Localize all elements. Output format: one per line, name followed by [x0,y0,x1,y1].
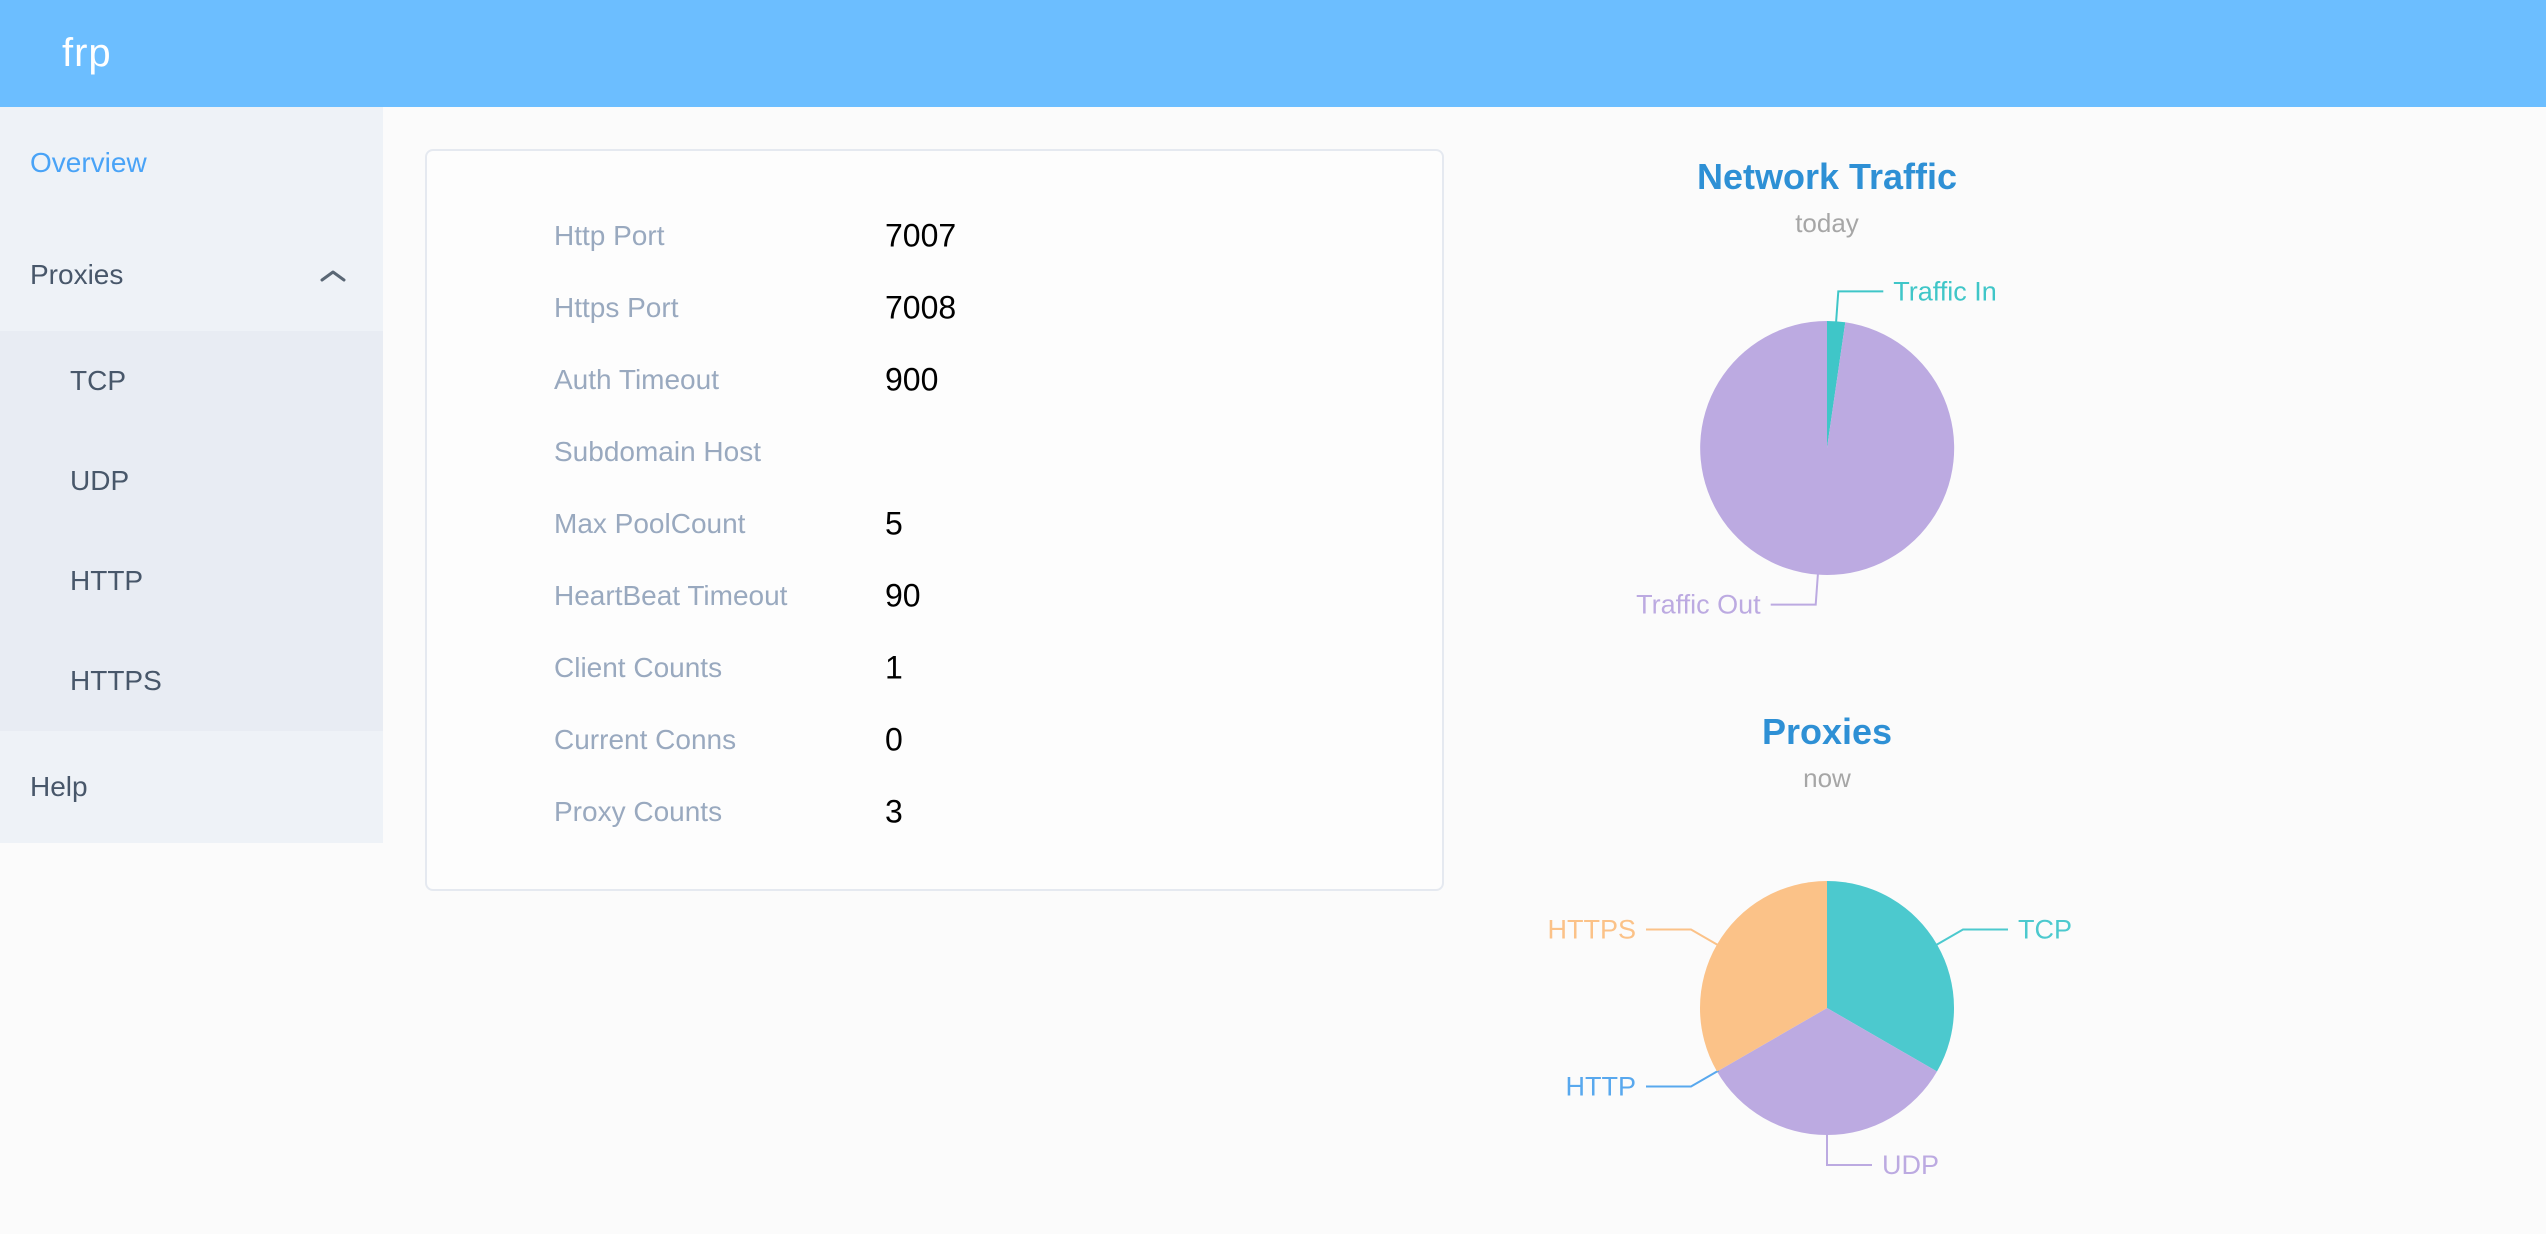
chevron-up-icon [319,259,347,291]
info-label: Auth Timeout [554,364,719,395]
sidebar-item-overview-label: Overview [30,147,147,178]
chart-title: Network Traffic [1696,156,1958,197]
pie-label-traffic-out: Traffic Out [1636,590,1761,620]
info-label: Proxy Counts [554,796,723,827]
sidebar: Overview Proxies TCP UDP HTTP HTTPS Help [0,107,383,843]
info-label: Https Port [554,292,679,323]
network-traffic-pie: Traffic In Traffic Out [1636,276,1997,620]
sidebar-item-https-label: HTTPS [70,665,162,696]
info-value: 5 [885,505,903,542]
info-value: 90 [885,577,921,614]
info-value: 3 [885,793,903,830]
sidebar-item-https[interactable]: HTTPS [0,631,383,731]
info-row-client-counts: Client Counts 1 [427,632,1442,704]
sidebar-item-help-label: Help [30,771,88,802]
sidebar-item-http-label: HTTP [70,565,144,596]
info-row-current-conns: Current Conns 0 [427,704,1442,776]
pie-slice-traffic-in[interactable] [1827,320,1846,448]
info-value: 900 [885,361,939,398]
sidebar-item-overview[interactable]: Overview [0,107,383,219]
sidebar-item-tcp[interactable]: TCP [0,331,383,431]
info-value: 0 [885,721,903,758]
info-value: 7007 [885,217,957,254]
sidebar-item-tcp-label: TCP [70,365,126,396]
info-label: Subdomain Host [554,436,762,467]
info-label: Http Port [554,220,665,251]
info-label: Max PoolCount [554,508,746,539]
chart-title: Proxies [1761,711,1893,752]
sidebar-item-udp-label: UDP [70,465,130,496]
sidebar-item-proxies[interactable]: Proxies [0,219,383,331]
chart-subtitle: now [1803,763,1851,793]
sidebar-item-http[interactable]: HTTP [0,531,383,631]
app-logo: frp [62,31,112,75]
pie-label-traffic-in: Traffic In [1893,276,1997,306]
sidebar-item-proxies-label: Proxies [30,259,124,290]
pie-label-tcp: TCP [2018,914,2072,944]
sidebar-proxies-submenu: TCP UDP HTTP HTTPS [0,331,383,731]
info-row-http-port: Http Port 7007 [427,200,1442,272]
pie-slice-udp[interactable] [1717,1008,1937,1136]
info-row-subdomain-host: Subdomain Host [427,416,1442,488]
info-value: 1 [885,649,903,686]
pie-leader-traffic-in [1835,290,1884,324]
proxies-pie: TCP UDP HTTP HTTPS [1547,881,2072,1180]
server-info-card: Http Port 7007 Https Port 7008 Auth Time… [425,149,1444,891]
pie-slice-traffic-out[interactable] [1700,321,1955,575]
info-value: 7008 [885,289,957,326]
pie-leader-tcp [1934,928,2008,947]
chart-subtitle: today [1795,208,1859,238]
info-label: Client Counts [554,652,723,683]
server-info-rows: Http Port 7007 Https Port 7008 Auth Time… [427,200,1442,848]
pie-leader-http [1646,1069,1720,1088]
proxies-chart: Proxies now TCP UDP HTTP HTTPS [1427,700,2227,1220]
pie-label-http: HTTP [1566,1071,1637,1101]
info-row-https-port: Https Port 7008 [427,272,1442,344]
info-label: Current Conns [554,724,737,755]
info-row-heartbeat-timeout: HeartBeat Timeout 90 [427,560,1442,632]
app-header: frp [0,0,2546,107]
pie-slice-tcp[interactable] [1827,881,1955,1072]
pie-slice-https[interactable] [1699,881,1827,1072]
info-row-max-poolcount: Max PoolCount 5 [427,488,1442,560]
pie-leader-https [1646,928,1720,947]
info-row-proxy-counts: Proxy Counts 3 [427,776,1442,848]
network-traffic-chart: Network Traffic today Traffic In Traffic … [1427,145,2227,665]
sidebar-item-help[interactable]: Help [0,731,383,843]
info-row-auth-timeout: Auth Timeout 900 [427,344,1442,416]
sidebar-item-udp[interactable]: UDP [0,431,383,531]
pie-label-udp: UDP [1882,1150,1939,1180]
pie-label-https: HTTPS [1547,914,1636,944]
pie-leader-udp [1826,1133,1872,1166]
info-label: HeartBeat Timeout [554,580,788,611]
pie-leader-traffic-out [1770,572,1819,606]
